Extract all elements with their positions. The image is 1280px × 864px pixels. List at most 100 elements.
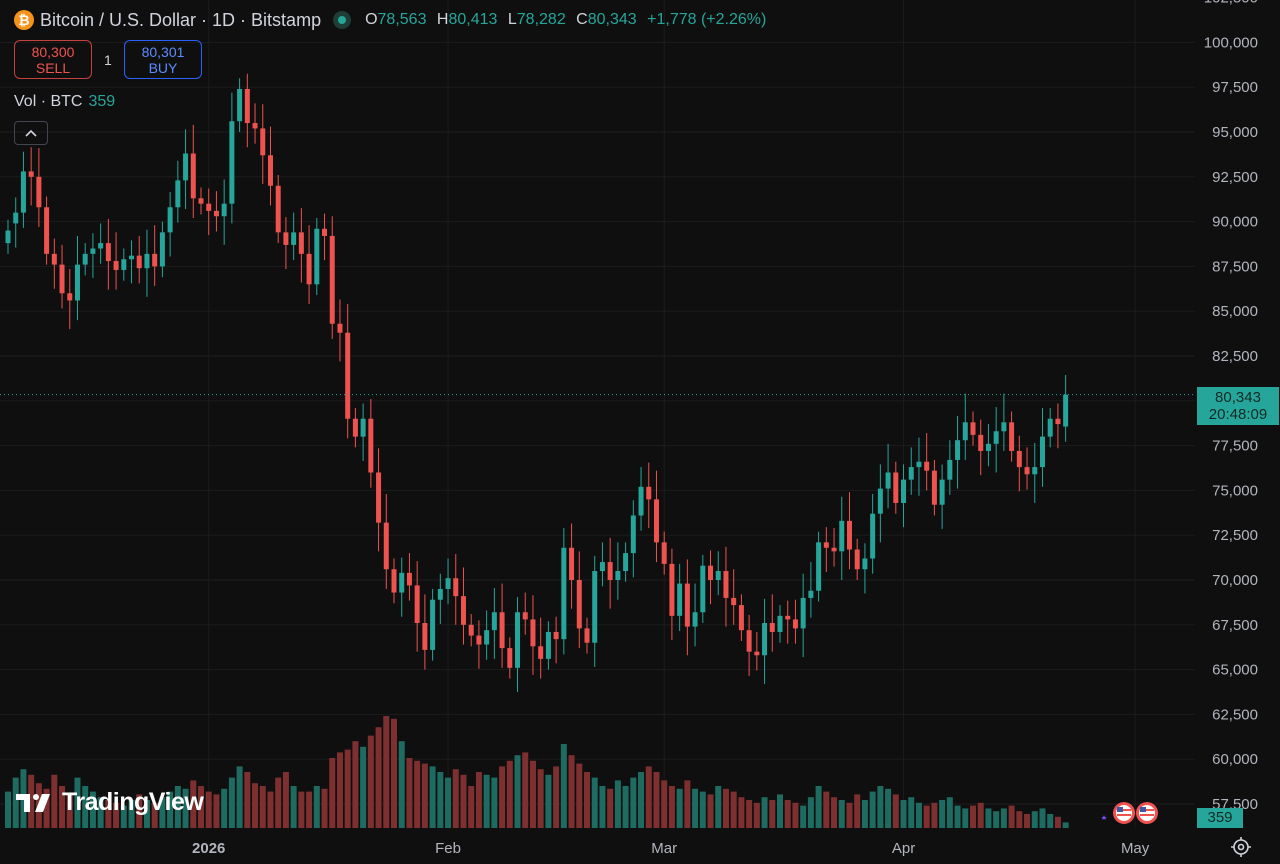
symbol-title[interactable]: Bitcoin / U.S. Dollar · 1D · Bitstamp [40, 9, 322, 30]
volume-bar [885, 788, 892, 828]
volume-bar [1062, 822, 1069, 828]
volume-bar [74, 777, 81, 828]
volume-bar [699, 791, 706, 828]
candle [82, 243, 88, 276]
volume-bar [391, 718, 397, 828]
open-value: 78,563 [377, 11, 427, 28]
candle [661, 531, 667, 575]
volume-bar [174, 786, 181, 828]
volume-bar [344, 749, 351, 828]
candle-body [90, 248, 96, 254]
candle-body [121, 259, 127, 270]
candle [59, 244, 65, 309]
volume-bar [607, 788, 614, 828]
candle-body [275, 185, 281, 233]
volume-bar [306, 791, 313, 828]
candle [244, 73, 250, 148]
candle-body [406, 572, 412, 586]
candle [298, 208, 304, 283]
volume-bar [313, 786, 320, 828]
collapse-legend-button[interactable] [14, 121, 48, 145]
volume-bar [614, 780, 621, 828]
candle-body [383, 522, 389, 570]
volume-bar [722, 788, 729, 828]
volume-bar [221, 788, 228, 828]
buy-button[interactable]: 80,301 BUY [124, 40, 202, 79]
chevron-up-icon [25, 129, 37, 137]
candle-body [1047, 418, 1053, 437]
candle-body [183, 153, 189, 181]
candle [13, 197, 19, 248]
volume-bar [761, 797, 768, 828]
candle-body [885, 472, 891, 489]
volume-bar [846, 802, 853, 828]
volume-bar [993, 811, 1000, 828]
candle-body [322, 228, 328, 236]
candle-body [314, 228, 320, 285]
events-flags[interactable] [1098, 800, 1160, 828]
volume-bar [329, 758, 336, 828]
volume-bar [120, 805, 127, 828]
candle-body [955, 440, 961, 460]
candle [939, 464, 945, 529]
low-value: 78,282 [516, 11, 566, 28]
candle-body [569, 547, 575, 580]
order-quantity[interactable]: 1 [104, 52, 112, 68]
candle-body [36, 176, 42, 208]
volume-bar [900, 800, 907, 828]
candle-body [306, 253, 312, 285]
candle-body [715, 571, 721, 580]
candle [422, 594, 428, 670]
volume-bar [1047, 814, 1054, 828]
candle [44, 196, 50, 265]
candle [1024, 447, 1030, 490]
candle [237, 78, 243, 132]
volume-bar [1031, 811, 1038, 828]
volume-legend[interactable]: Vol · BTC 359 [14, 93, 115, 111]
price-tick-label: 87,500 [1212, 258, 1258, 275]
buy-price: 80,301 [141, 44, 185, 60]
volume-bar [66, 794, 73, 828]
candle-body [198, 198, 204, 204]
candle [213, 191, 219, 232]
candle [623, 542, 629, 582]
candle-body [978, 434, 984, 451]
symbol-legend[interactable]: ₿ Bitcoin / U.S. Dollar · 1D · Bitstamp … [14, 8, 772, 32]
candle [383, 493, 389, 589]
candle-body [291, 232, 297, 245]
candle-body [530, 619, 536, 647]
sell-button[interactable]: 80,300 SELL [14, 40, 92, 79]
candle [252, 103, 258, 144]
candle [291, 212, 297, 261]
open-label: O [365, 11, 378, 28]
volume-bar [5, 791, 11, 828]
price-tick-label: 92,500 [1212, 169, 1258, 186]
candle [206, 188, 212, 236]
candle-body [113, 261, 119, 270]
low-label: L [507, 11, 517, 28]
volume-bar [367, 735, 374, 828]
volume-bar [861, 800, 868, 828]
volume-bar [383, 716, 390, 828]
volume-bar [398, 741, 405, 828]
volume-bar [661, 780, 668, 828]
candle [955, 416, 961, 489]
candle [715, 551, 721, 596]
gear-icon[interactable] [1230, 836, 1252, 858]
candle-body [677, 583, 683, 616]
time-axis[interactable]: 2026 Feb Mar Apr May [192, 840, 1150, 857]
volume-bar [159, 797, 166, 828]
time-tick-label: Mar [651, 840, 677, 857]
candle-body [661, 542, 667, 564]
price-tick-label: 60,000 [1212, 751, 1258, 768]
candle-body [901, 479, 907, 503]
volume-bar [491, 777, 498, 828]
candle-body [592, 571, 598, 643]
time-tick-label: Apr [892, 840, 915, 857]
candle [777, 605, 783, 643]
volume-bar [275, 777, 282, 828]
volume-bar [290, 786, 297, 828]
price-axis[interactable]: 57,50060,00062,50065,00067,50070,00072,5… [1204, 0, 1258, 813]
time-tick-label: 2026 [192, 840, 225, 857]
